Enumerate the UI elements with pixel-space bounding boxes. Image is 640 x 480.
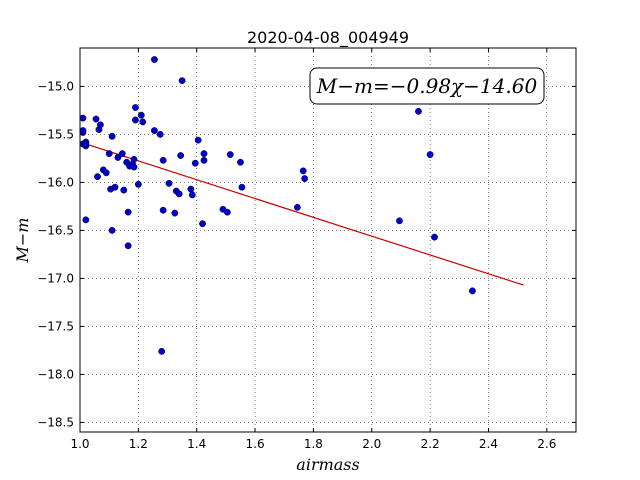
data-point	[120, 186, 128, 194]
data-point	[134, 180, 142, 188]
data-point	[238, 183, 246, 191]
data-point	[114, 154, 122, 161]
x-tick-label: 1.4	[187, 437, 206, 451]
data-point	[426, 151, 434, 158]
data-point	[105, 150, 113, 158]
y-tick-label: −15.5	[37, 127, 74, 141]
fit-line	[79, 141, 524, 286]
x-axis-ticks: 1.0 1.2 1.4 1.6 1.8 2.0 2.2 2.4 2.6	[70, 48, 556, 451]
data-point	[79, 114, 87, 122]
data-point	[159, 156, 167, 164]
data-point	[187, 185, 195, 193]
data-point	[469, 287, 476, 295]
fit-equation-frame	[309, 67, 545, 105]
data-point	[301, 175, 309, 182]
data-point	[137, 111, 145, 119]
data-point	[132, 116, 139, 124]
x-tick-label: 1.2	[129, 437, 148, 451]
data-point	[396, 217, 403, 225]
data-point	[102, 169, 110, 177]
data-point	[139, 118, 147, 126]
data-point	[293, 203, 301, 211]
y-axis-label: M−m	[13, 218, 32, 264]
data-point	[199, 220, 206, 228]
data-point	[226, 151, 234, 158]
data-point	[200, 150, 208, 158]
data-point	[188, 191, 196, 199]
data-point	[194, 136, 202, 144]
x-tick-label: 2.6	[537, 437, 556, 451]
plot-area	[80, 48, 576, 432]
fit-equation-box: M−m=−0.98χ−14.60	[309, 67, 545, 105]
data-point	[200, 156, 208, 164]
data-point	[178, 77, 186, 85]
data-point	[171, 209, 179, 217]
chart-title: 2020-04-08_004949	[247, 28, 409, 48]
data-point	[156, 130, 164, 138]
data-point	[431, 233, 438, 241]
data-point	[92, 115, 100, 123]
y-tick-label: −18.0	[37, 367, 74, 381]
y-tick-label: −17.0	[37, 271, 74, 285]
data-point	[111, 183, 119, 191]
data-point	[82, 140, 90, 148]
y-tick-label: −18.5	[37, 415, 74, 429]
x-tick-label: 1.6	[246, 437, 265, 451]
data-point	[97, 121, 104, 129]
y-axis-ticks: −15.0 −15.5 −16.0 −16.5 −17.0 −17.5 −18.0 −18.5	[37, 79, 576, 429]
data-point	[130, 163, 138, 171]
x-tick-label: 2.2	[421, 437, 440, 451]
x-tick-label: 2.0	[362, 437, 381, 451]
data-point	[124, 242, 132, 250]
data-point	[124, 208, 132, 216]
x-axis-label: airmass	[296, 455, 359, 474]
data-point	[132, 104, 139, 111]
y-tick-label: −15.0	[37, 79, 74, 93]
y-tick-label: −16.5	[37, 223, 74, 237]
x-tick-label: 1.8	[304, 437, 323, 451]
data-point	[150, 127, 158, 134]
data-point	[177, 152, 185, 159]
data-point	[299, 167, 307, 175]
fit-equation-text: M−m=−0.98χ−14.60	[316, 74, 538, 98]
data-point	[159, 206, 167, 214]
data-points	[79, 56, 476, 355]
plot-frame	[79, 47, 577, 433]
fit-line-group	[79, 141, 524, 286]
data-point	[223, 208, 231, 216]
data-point	[237, 158, 244, 166]
data-point	[118, 150, 126, 158]
data-point	[130, 155, 138, 163]
data-point	[158, 347, 166, 355]
y-tick-label: −17.5	[37, 319, 74, 333]
grid-lines	[79, 48, 576, 432]
y-tick-label: −16.0	[37, 175, 74, 189]
data-point	[175, 190, 183, 198]
data-point	[108, 132, 116, 140]
x-tick-label: 1.0	[70, 437, 89, 451]
data-point	[191, 159, 199, 167]
data-point	[94, 173, 101, 181]
data-point	[82, 216, 90, 224]
data-point	[165, 179, 173, 187]
data-point	[415, 107, 422, 115]
data-point	[108, 226, 116, 234]
x-tick-label: 2.4	[479, 437, 498, 451]
data-point	[150, 56, 158, 63]
